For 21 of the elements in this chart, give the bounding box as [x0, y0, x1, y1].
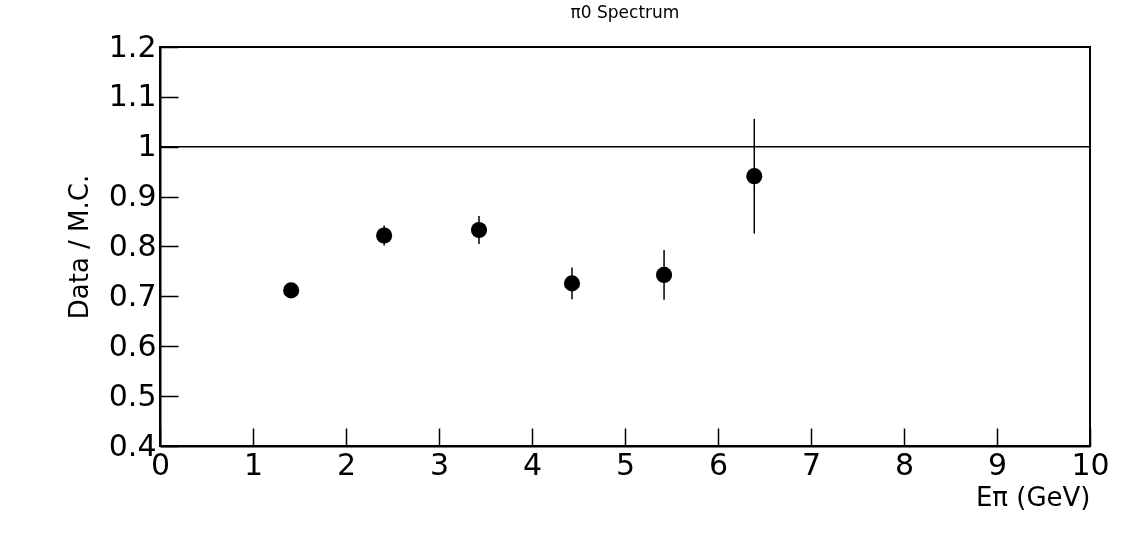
- x-tick-label: 9: [987, 446, 1008, 482]
- y-tick-label: 1: [137, 128, 157, 164]
- chart-title: π0 Spectrum: [570, 2, 680, 22]
- x-tick-label: 6: [708, 446, 729, 482]
- y-tick-label: 0.5: [108, 377, 157, 413]
- x-tick-label: 10: [1071, 446, 1110, 482]
- x-tick-label: 5: [615, 446, 636, 482]
- x-tick-label: 4: [522, 446, 543, 482]
- x-tick-label: 2: [336, 446, 357, 482]
- x-axis-title: Eπ (GeV): [975, 481, 1091, 512]
- y-tick-label: 1.2: [108, 28, 157, 64]
- y-tick-label: 0.7: [108, 277, 157, 313]
- y-tick-label: 0.6: [108, 327, 157, 363]
- x-tick-label: 1: [243, 446, 264, 482]
- x-tick-label: 7: [801, 446, 822, 482]
- x-tick-label: 3: [429, 446, 450, 482]
- x-tick-label: 8: [894, 446, 915, 482]
- y-tick-label: 0.9: [108, 178, 157, 214]
- y-axis-title: Data / M.C.: [63, 174, 94, 320]
- y-tick-label: 1.1: [108, 78, 157, 114]
- y-tick-label: 0.8: [108, 228, 157, 263]
